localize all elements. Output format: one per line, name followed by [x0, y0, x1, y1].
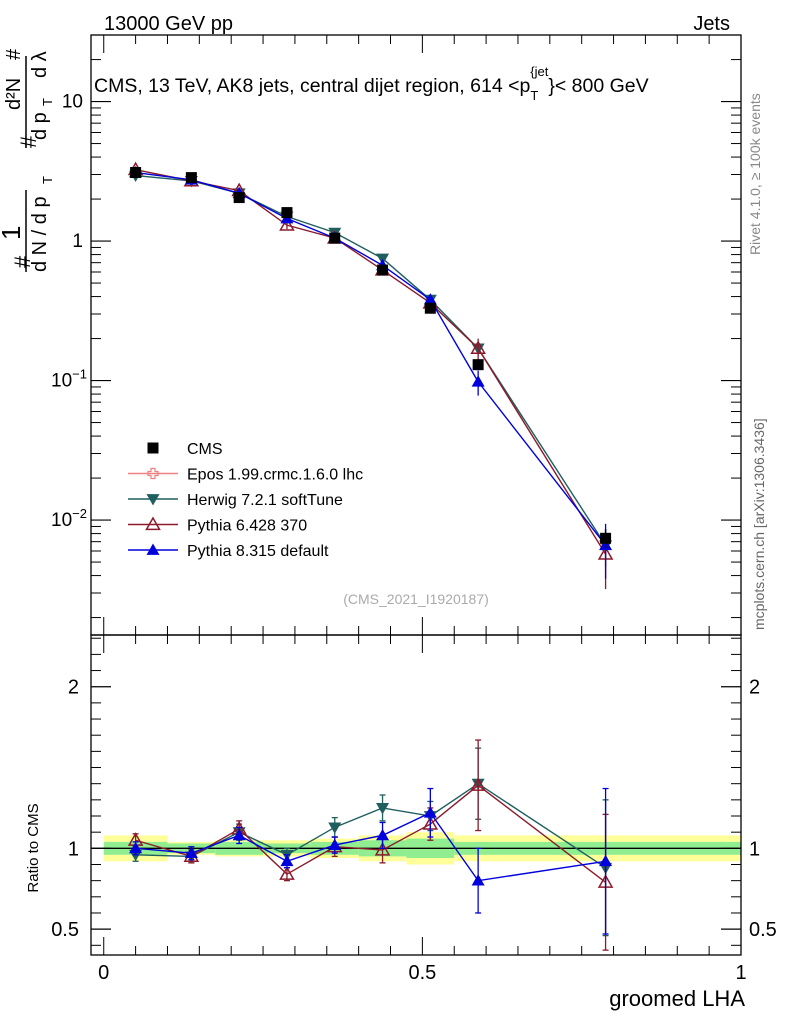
svg-text:1: 1: [0, 226, 26, 240]
herwig-7-2-1-softtune-line: [135, 174, 607, 546]
ratio-panel-marks: [127, 739, 614, 951]
ratio-axis-ticks: 0.5 0.51 12 20 0.5 1: [51, 635, 777, 984]
pythia-8-315-default-point: [471, 375, 485, 387]
ratio-y-tick-label: 0.5: [51, 919, 79, 941]
legend-marker-pythia-6-428-370: [145, 516, 161, 531]
ratio-y-axis-label: Ratio to CMS: [25, 803, 42, 892]
cms-point: [281, 207, 293, 219]
legend-label-pythia-6-428-370: Pythia 6.428 370: [187, 518, 307, 535]
ratio-y-tick-label-right: 0.5: [749, 919, 777, 941]
ratio-y-tick-label-right: 1: [749, 838, 760, 860]
cms-point: [329, 232, 341, 244]
svg-text:d²N: d²N: [3, 78, 25, 110]
cms-point: [185, 172, 197, 184]
legend-label-pythia-8-315-default: Pythia 8.315 default: [187, 543, 329, 560]
energy-label: 13000 GeV pp: [104, 13, 233, 35]
svg-text:d p: d p: [29, 112, 51, 140]
pythia-6-428-370-ratio-point: [470, 777, 486, 791]
ratio-y-tick-label: 1: [68, 838, 79, 860]
cms-point: [424, 302, 436, 314]
svg-text:T: T: [40, 176, 55, 184]
ratio-y-tick-label-right: 2: [749, 677, 760, 699]
rivet-label: Rivet 4.1.0, ≥ 100k events: [747, 93, 763, 255]
cms-point: [600, 532, 612, 544]
main-y-axis-label: # 1 d N / d p T # d²N d p T # d λ: [0, 48, 55, 272]
cms-point: [377, 264, 389, 276]
legend-label-epos-1-99-crmc-1-6-0-lhc: Epos 1.99.crmc.1.6.0 lhc: [187, 467, 363, 484]
herwig-7-2-1-softtune-ratio-point: [376, 803, 390, 815]
x-axis-label: groomed LHA: [609, 986, 745, 1011]
epos-marker-shape: [147, 467, 159, 480]
main-y-tick-label: 1: [72, 231, 83, 252]
cms-point: [233, 192, 245, 204]
svg-text:#: #: [16, 135, 41, 148]
main-y-tick-label: 10−1: [51, 367, 87, 392]
x-tick-label: 1: [735, 962, 746, 984]
legend-marker-herwig-7-2-1-softtune: [146, 494, 160, 506]
svg-text:T: T: [40, 98, 55, 106]
main-panel-marks: [127, 161, 614, 590]
pythia-6-428-370-ratio-line: [135, 784, 607, 883]
pythia-8-315-default-line: [135, 171, 607, 546]
main-y-tick-label: 10−2: [51, 506, 87, 531]
cms-point: [472, 359, 484, 371]
pythia-8-315-default-ratio-point: [184, 846, 198, 859]
x-tick-label: 0: [98, 962, 109, 984]
svg-text:d N / d p: d N / d p: [29, 196, 51, 272]
legend: CMS Epos 1.99.crmc.1.6.0 lhc Herwig 7.2.1 …: [128, 441, 363, 560]
chart-title: CMS, 13 TeV, AK8 jets, central dijet reg…: [94, 64, 649, 103]
svg-text:d λ: d λ: [29, 51, 51, 78]
pythia-8-315-default-ratio-point: [471, 874, 485, 886]
pythia-6-428-370-point: [470, 340, 486, 355]
herwig-7-2-1-softtune-ratio-point: [328, 822, 342, 834]
main-y-tick-label: 10: [62, 92, 83, 113]
legend-label-herwig-7-2-1-softtune: Herwig 7.2.1 softTune: [187, 492, 343, 509]
pythia-6-428-370-point: [279, 217, 295, 231]
svg-text:#: #: [10, 255, 35, 268]
ratio-y-tick-label: 2: [68, 677, 79, 699]
pythia-6-428-370-ratio-point: [279, 866, 295, 880]
legend-marker-cms: [147, 442, 159, 454]
pythia-8-315-default-ratio-point: [376, 828, 390, 841]
pythia-8-315-default-ratio-point: [280, 854, 294, 867]
pythia-8-315-default-ratio-point: [232, 828, 246, 841]
pythia-8-315-default-ratio-point: [423, 806, 437, 818]
pythia-8-315-default-point: [423, 293, 437, 305]
main-axis-ticks: 10−2 10−1 1 10: [51, 34, 742, 635]
legend-marker-epos-1-99-crmc-1-6-0-lhc: [147, 467, 159, 480]
mcplots-label: mcplots.cern.ch [arXiv:1306.3436]: [751, 418, 767, 630]
process-label: Jets: [693, 13, 730, 35]
pythia-8-315-default-ratio-point: [599, 854, 613, 867]
analysis-watermark: (CMS_2021_I1920187): [343, 591, 489, 607]
pythia-6-428-370-ratio-point: [374, 841, 391, 856]
cms-point: [130, 167, 142, 179]
pythia-8-315-default-ratio-point: [129, 841, 143, 854]
x-tick-label: 0.5: [408, 962, 436, 984]
pythia-8-315-default-ratio-point: [328, 838, 342, 850]
legend-label-cms: CMS: [187, 441, 223, 458]
ratio-panel-frame: [90, 634, 742, 956]
svg-text:#: #: [3, 48, 25, 60]
legend-marker-pythia-8-315-default: [146, 543, 160, 555]
